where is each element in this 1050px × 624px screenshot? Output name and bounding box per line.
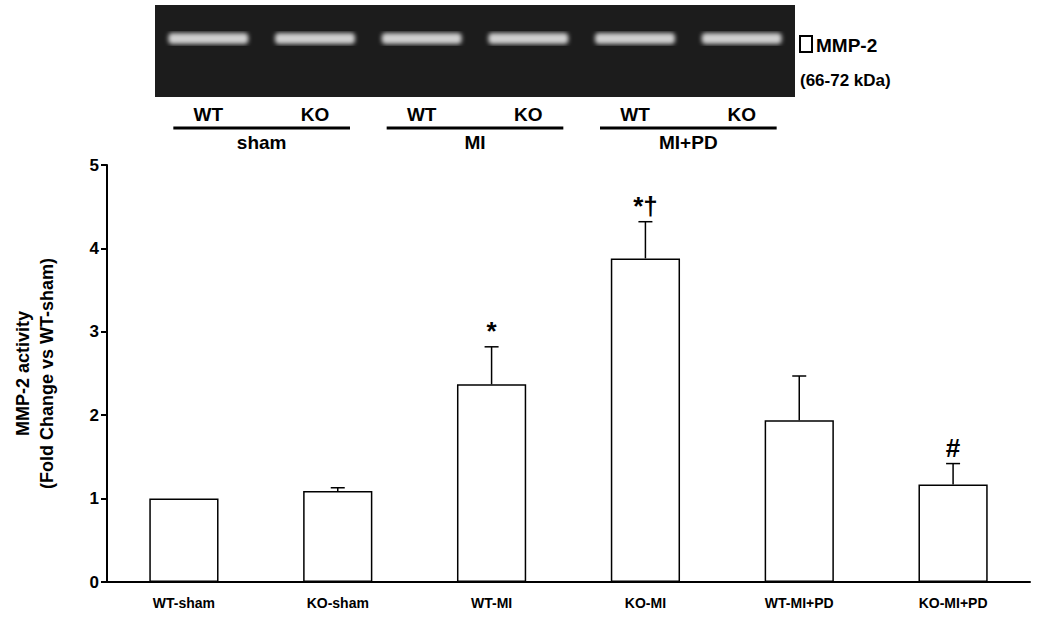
svg-text:5: 5: [90, 156, 99, 175]
svg-text:4: 4: [90, 239, 100, 258]
svg-text:WT-MI: WT-MI: [471, 595, 512, 611]
svg-text:WT: WT: [620, 104, 650, 125]
svg-text:MI+PD: MI+PD: [659, 132, 718, 153]
svg-text:0: 0: [90, 573, 99, 592]
svg-text:WT: WT: [194, 104, 224, 125]
svg-text:sham: sham: [237, 132, 287, 153]
svg-text:MMP-2 activity: MMP-2 activity: [13, 311, 33, 436]
svg-text:WT-MI+PD: WT-MI+PD: [765, 595, 834, 611]
svg-text:1: 1: [90, 489, 99, 508]
svg-text:MMP-2: MMP-2: [816, 35, 877, 56]
svg-text:*: *: [487, 316, 498, 346]
svg-text:#: #: [946, 433, 961, 463]
svg-text:WT: WT: [407, 104, 437, 125]
svg-text:(Fold Change vs WT-sham): (Fold Change vs WT-sham): [37, 258, 57, 489]
svg-text:(66-72 kDa): (66-72 kDa): [800, 71, 891, 90]
svg-text:2: 2: [90, 406, 99, 425]
svg-text:KO-MI+PD: KO-MI+PD: [919, 595, 988, 611]
svg-text:KO-sham: KO-sham: [307, 595, 369, 611]
svg-text:KO: KO: [301, 104, 330, 125]
svg-text:WT-sham: WT-sham: [153, 595, 215, 611]
svg-text:KO: KO: [514, 104, 543, 125]
svg-text:KO-MI: KO-MI: [625, 595, 666, 611]
svg-text:MI: MI: [464, 132, 485, 153]
svg-text:3: 3: [90, 322, 99, 341]
svg-text:KO: KO: [727, 104, 756, 125]
svg-text:*†: *†: [633, 191, 658, 221]
